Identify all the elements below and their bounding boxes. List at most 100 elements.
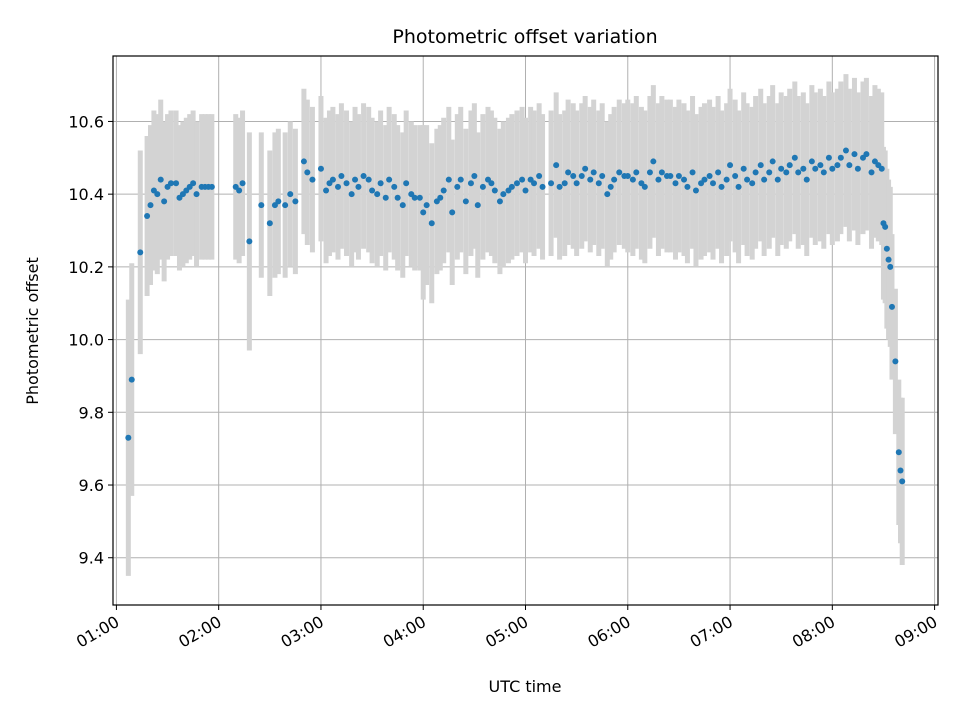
data-point <box>851 151 858 158</box>
data-point <box>335 183 341 190</box>
y-axis-label: Photometric offset <box>23 257 42 405</box>
data-point <box>457 176 464 183</box>
y-tick-label: 10.0 <box>68 331 104 350</box>
data-point <box>757 162 764 169</box>
data-point <box>437 194 444 201</box>
data-point <box>607 183 614 190</box>
data-point <box>403 180 410 187</box>
data-point <box>863 151 870 158</box>
data-points <box>125 147 906 485</box>
data-point <box>440 187 447 194</box>
data-point <box>897 467 904 474</box>
data-point <box>338 172 345 179</box>
data-point <box>157 176 164 183</box>
data-point <box>641 183 648 190</box>
data-point <box>795 169 802 176</box>
data-point <box>573 180 580 187</box>
data-point <box>292 198 299 205</box>
data-point <box>715 169 722 176</box>
data-point <box>236 187 243 194</box>
y-tick-label: 9.4 <box>79 549 104 568</box>
data-point <box>275 198 282 205</box>
data-point <box>582 165 589 172</box>
data-point <box>808 158 815 165</box>
data-point <box>491 187 498 194</box>
data-point <box>561 180 568 187</box>
y-tick-label: 10.6 <box>68 112 104 131</box>
data-point <box>531 180 538 187</box>
data-point <box>548 180 555 187</box>
data-point <box>522 187 529 194</box>
data-point <box>343 180 350 187</box>
y-tick-label: 10.2 <box>68 258 104 277</box>
y-tick-label: 9.6 <box>79 476 104 495</box>
data-point <box>246 238 253 245</box>
data-point <box>766 169 773 176</box>
data-point <box>391 183 398 190</box>
data-point <box>423 202 430 209</box>
data-point <box>474 202 481 209</box>
data-point <box>633 169 640 176</box>
data-point <box>282 202 289 209</box>
data-point <box>883 245 890 252</box>
data-point <box>125 434 132 441</box>
data-point <box>355 183 362 190</box>
data-point <box>791 154 798 161</box>
data-point <box>820 169 827 176</box>
data-point <box>599 172 606 179</box>
data-point <box>258 202 265 209</box>
data-point <box>749 180 756 187</box>
data-point <box>208 183 215 190</box>
data-point <box>167 180 174 187</box>
y-tick-label: 10.4 <box>68 185 104 204</box>
data-point <box>895 449 902 456</box>
data-point <box>239 180 246 187</box>
data-point <box>570 172 577 179</box>
data-point <box>587 176 594 183</box>
data-point <box>323 187 330 194</box>
data-point <box>892 358 899 365</box>
data-point <box>744 176 751 183</box>
data-point <box>445 176 452 183</box>
data-point <box>352 176 359 183</box>
data-point <box>513 180 520 187</box>
data-point <box>137 249 144 256</box>
data-point <box>386 176 393 183</box>
data-point <box>887 263 894 270</box>
data-point <box>846 162 853 169</box>
data-point <box>173 180 180 187</box>
data-point <box>266 220 273 227</box>
data-point <box>360 172 367 179</box>
data-point <box>508 183 515 190</box>
data-point <box>309 176 316 183</box>
data-point <box>837 154 844 161</box>
data-point <box>885 256 892 263</box>
data-point <box>304 169 311 176</box>
data-point <box>416 194 423 201</box>
y-axis-ticks: 9.4 9.6 9.8 10.0 10.2 10.4 10.6 <box>68 112 113 568</box>
data-point <box>536 172 543 179</box>
data-point <box>825 154 832 161</box>
data-point <box>556 183 563 190</box>
data-point <box>369 187 376 194</box>
data-point <box>190 180 197 187</box>
data-point <box>462 198 469 205</box>
data-point <box>783 169 790 176</box>
data-point <box>778 165 785 172</box>
data-point <box>616 169 623 176</box>
data-point <box>329 176 336 183</box>
data-point <box>735 183 742 190</box>
data-point <box>471 172 478 179</box>
data-point <box>675 172 682 179</box>
data-point <box>710 180 716 187</box>
data-point <box>672 180 679 187</box>
data-point <box>394 194 401 201</box>
data-point <box>317 165 324 172</box>
data-point <box>723 176 730 183</box>
data-point <box>842 147 849 154</box>
data-point <box>752 169 759 176</box>
data-point <box>718 183 725 190</box>
data-point <box>382 194 389 201</box>
data-point <box>786 162 793 169</box>
